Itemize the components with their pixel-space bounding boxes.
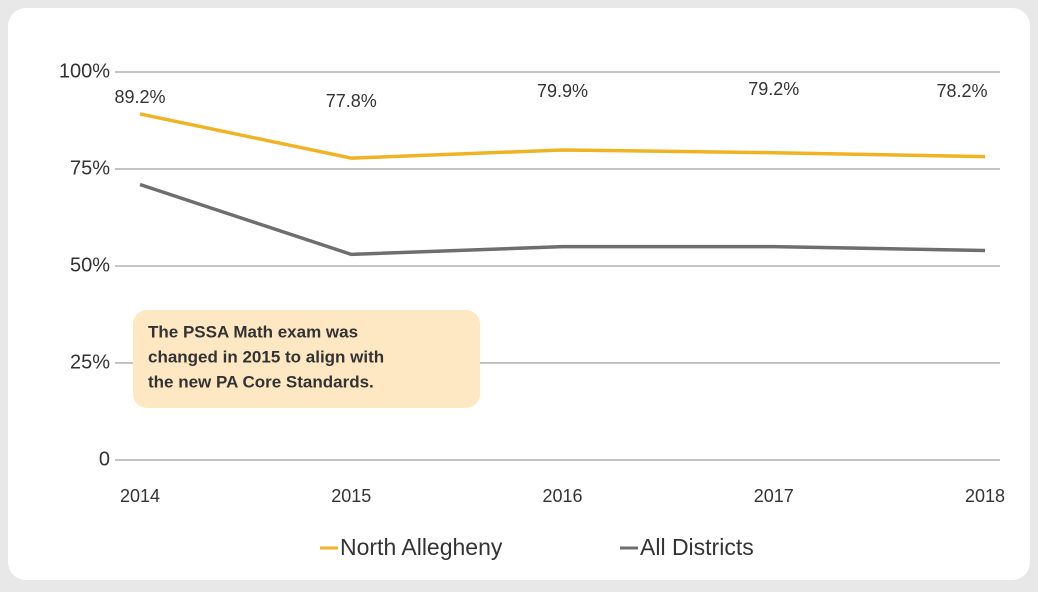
y-tick-label: 50%	[70, 254, 110, 276]
x-tick-label: 2017	[754, 486, 794, 506]
x-tick-label: 2015	[331, 486, 371, 506]
data-label: 79.2%	[748, 79, 799, 99]
y-tick-label: 0	[99, 448, 110, 470]
data-label: 78.2%	[936, 81, 987, 101]
data-label: 77.8%	[326, 91, 377, 111]
series-line	[139, 182, 986, 257]
annotation-box	[133, 310, 480, 408]
legend-label: All Districts	[640, 534, 754, 560]
annotation-text: the new PA Core Standards.	[148, 372, 374, 391]
x-tick-label: 2014	[120, 486, 160, 506]
y-tick-label: 25%	[70, 351, 110, 373]
legend-label: North Allegheny	[340, 534, 503, 560]
x-tick-label: 2018	[965, 486, 1005, 506]
annotation-text: The PSSA Math exam was	[148, 322, 358, 341]
data-label: 89.2%	[114, 87, 165, 107]
y-tick-label: 75%	[70, 157, 110, 179]
y-tick-label: 100%	[59, 60, 110, 82]
annotation-text: changed in 2015 to align with	[148, 347, 384, 366]
x-tick-label: 2016	[542, 486, 582, 506]
series-line	[139, 112, 986, 160]
data-label: 79.9%	[537, 81, 588, 101]
